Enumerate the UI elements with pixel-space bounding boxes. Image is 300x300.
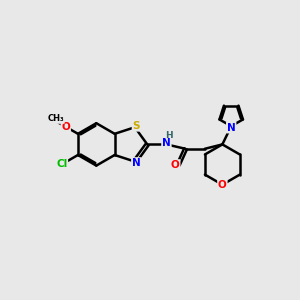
Text: Cl: Cl (56, 158, 67, 169)
Text: N: N (227, 123, 236, 133)
Text: CH₃: CH₃ (47, 114, 64, 123)
Text: H: H (166, 131, 173, 140)
Text: O: O (218, 180, 227, 190)
Text: O: O (171, 160, 180, 170)
Text: O: O (61, 122, 70, 132)
Text: S: S (133, 121, 140, 131)
Text: N: N (162, 138, 171, 148)
Text: N: N (132, 158, 141, 168)
